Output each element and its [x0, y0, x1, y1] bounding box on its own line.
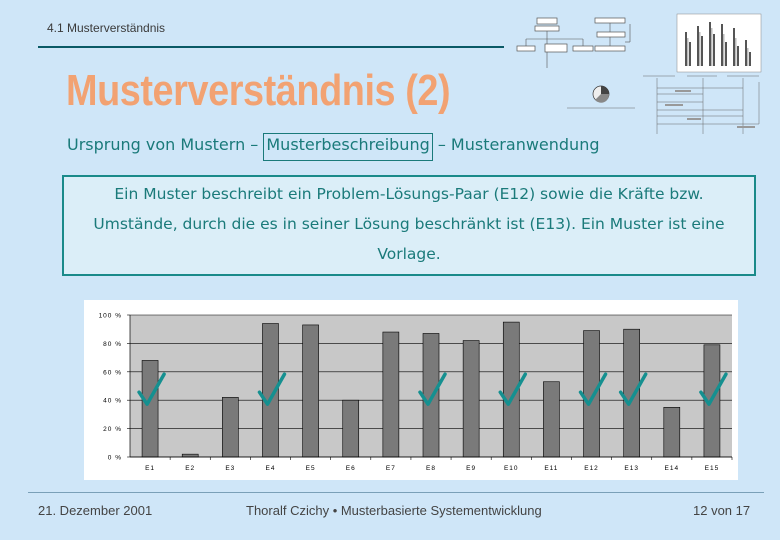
- check-mark-icon: [498, 372, 528, 406]
- bar-E5: [302, 324, 319, 458]
- header-divider: [38, 46, 504, 48]
- footer-divider: [28, 492, 764, 493]
- x-tick-label: E7: [386, 465, 396, 472]
- bar-E13: [623, 328, 640, 458]
- bar-E6: [342, 399, 360, 458]
- definition-line-3: Vorlage.: [377, 245, 441, 263]
- bar-E2: [181, 453, 199, 458]
- y-tick-label: 100 %: [99, 313, 122, 320]
- definition-line-2: Umstände, durch die es in seiner Lösung …: [93, 215, 725, 233]
- bar-E11: [543, 381, 560, 458]
- x-tick-label: E1: [145, 465, 155, 472]
- x-tick-label: E12: [584, 465, 599, 472]
- x-tick-label: E5: [306, 465, 316, 472]
- x-tick-label: E11: [544, 465, 558, 472]
- diagram-thumbnails: [516, 13, 762, 134]
- bar-E9: [462, 340, 480, 458]
- slide-title: Musterverständnis (2): [66, 66, 451, 115]
- check-mark-icon: [418, 372, 447, 406]
- x-tick-label: E15: [705, 465, 720, 472]
- y-tick-label: 20 %: [103, 426, 122, 433]
- topic-application: – Musteranwendung: [432, 135, 600, 154]
- topic-navigation: Ursprung von Mustern – Musterbeschreibun…: [67, 133, 600, 161]
- section-label: 4.1 Musterverständnis: [47, 21, 166, 35]
- y-tick-label: 0 %: [108, 455, 122, 462]
- bar-chart: 0 % 20 % 40 % 60 % 80 % 100 % E1 E2 E3 E4 E5 E6 E7 E8…: [99, 313, 733, 472]
- x-tick-label: E13: [624, 465, 639, 472]
- x-tick-label: E4: [265, 465, 275, 472]
- page-indicator: 12 von 17: [693, 503, 751, 518]
- bar-chart-panel: 0 % 20 % 40 % 60 % 80 % 100 % E1 E2 E3 E4 E5 E6 E7 E8…: [84, 300, 738, 480]
- x-tick-label: E10: [504, 465, 519, 472]
- bar-E3: [222, 397, 239, 458]
- x-tick-label: E3: [225, 465, 235, 472]
- check-mark-icon: [257, 372, 287, 406]
- bar-E1: [141, 360, 159, 458]
- definition-line-1: Ein Muster beschreibt ein Problem-Lösung…: [114, 185, 704, 203]
- x-tick-label: E14: [665, 465, 680, 472]
- bar-E8: [422, 333, 440, 458]
- check-mark-icon: [699, 372, 728, 406]
- y-tick-label: 80 %: [103, 341, 122, 348]
- check-mark-icon: [137, 372, 166, 406]
- topic-current-description: Musterbeschreibung: [263, 133, 433, 161]
- x-tick-label: E6: [346, 465, 356, 472]
- x-tick-label: E9: [466, 465, 476, 472]
- bar-E7: [382, 331, 400, 458]
- x-tick-label: E2: [185, 465, 195, 472]
- footer-author-course: Thoralf Czichy • Musterbasierte Systemen…: [246, 503, 542, 518]
- bar-E12: [583, 330, 600, 458]
- definition-box: Ein Muster beschreibt ein Problem-Lösung…: [62, 175, 756, 276]
- bar-E14: [663, 407, 681, 458]
- topic-origin: Ursprung von Mustern –: [67, 135, 264, 154]
- check-mark-icon: [618, 372, 648, 406]
- x-tick-label: E8: [426, 465, 436, 472]
- check-mark-icon: [578, 372, 608, 406]
- footer-date: 21. Dezember 2001: [38, 503, 153, 518]
- y-tick-label: 60 %: [103, 369, 122, 376]
- y-tick-label: 40 %: [103, 398, 122, 405]
